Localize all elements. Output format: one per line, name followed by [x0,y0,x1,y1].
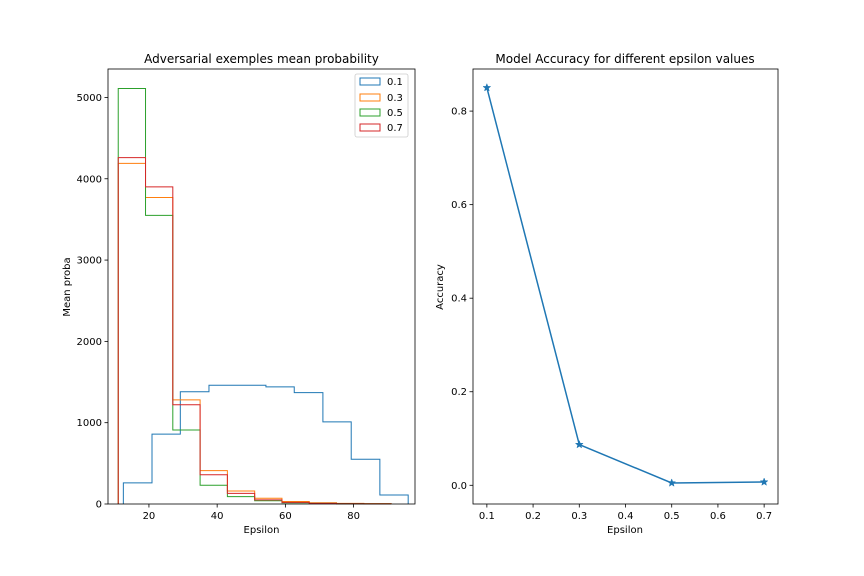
x-tick-label: 20 [143,511,156,522]
x-tick-label: 0.5 [664,511,680,522]
histogram-axes-frame [107,68,416,505]
y-tick-label: 4000 [77,174,102,185]
histogram-legend: 0.1 0.3 0.5 0.7 [354,73,409,138]
accuracy-x-ticks: 0.1 0.2 0.3 0.4 0.5 0.6 0.7 [479,504,772,522]
x-tick-label: 0.2 [525,511,541,522]
x-tick-label: 40 [211,511,224,522]
y-tick-label: 0.2 [451,387,467,398]
accuracy-y-ticks: 0.0 0.2 0.4 0.6 0.8 [451,107,473,492]
x-tick-label: 0.7 [756,511,772,522]
histogram-y-ticks: 0 1000 2000 3000 4000 5000 [77,93,108,511]
x-tick-label: 0.1 [479,511,495,522]
accuracy-axes-frame [472,68,779,505]
y-tick-label: 3000 [77,256,102,267]
legend-swatch-0.7 [359,123,381,132]
legend-label-0.3: 0.3 [387,93,403,104]
histogram-chart: Adversarial exemples mean probability Ep… [62,52,416,536]
accuracy-point [759,477,769,486]
legend-swatch-0.5 [359,108,381,117]
y-tick-label: 0.4 [451,294,467,305]
x-tick-label: 0.4 [618,511,634,522]
accuracy-series [482,83,769,487]
histogram-title: Adversarial exemples mean probability [144,52,379,66]
y-tick-label: 5000 [77,93,102,104]
accuracy-chart: Model Accuracy for different epsilon val… [435,52,779,536]
y-tick-label: 0 [96,500,102,511]
x-tick-label: 80 [347,511,360,522]
y-tick-label: 0.0 [451,481,467,492]
histogram-x-ticks: 20 40 60 80 [143,504,360,522]
histogram-x-label: Epsilon [244,525,280,536]
accuracy-point [667,478,677,487]
legend-swatch-0.1 [359,77,381,86]
x-tick-label: 60 [279,511,292,522]
legend-label-0.7: 0.7 [387,123,403,134]
y-tick-label: 1000 [77,418,102,429]
x-tick-label: 0.6 [710,511,726,522]
accuracy-title: Model Accuracy for different epsilon val… [495,52,754,66]
y-tick-label: 2000 [77,337,102,348]
y-tick-label: 0.8 [451,107,467,118]
histogram-step-series-0.1 [122,384,409,504]
accuracy-line [486,87,765,484]
accuracy-point [482,83,492,92]
x-tick-label: 0.3 [571,511,587,522]
histogram-y-label: Mean proba [62,257,73,316]
legend-swatch-0.3 [359,93,381,102]
accuracy-point [574,439,584,449]
accuracy-y-label: Accuracy [435,264,446,310]
y-tick-label: 0.6 [451,200,467,211]
legend-frame [354,73,409,138]
accuracy-x-label: Epsilon [607,525,643,536]
legend-label-0.1: 0.1 [387,77,403,88]
legend-label-0.5: 0.5 [387,108,403,119]
